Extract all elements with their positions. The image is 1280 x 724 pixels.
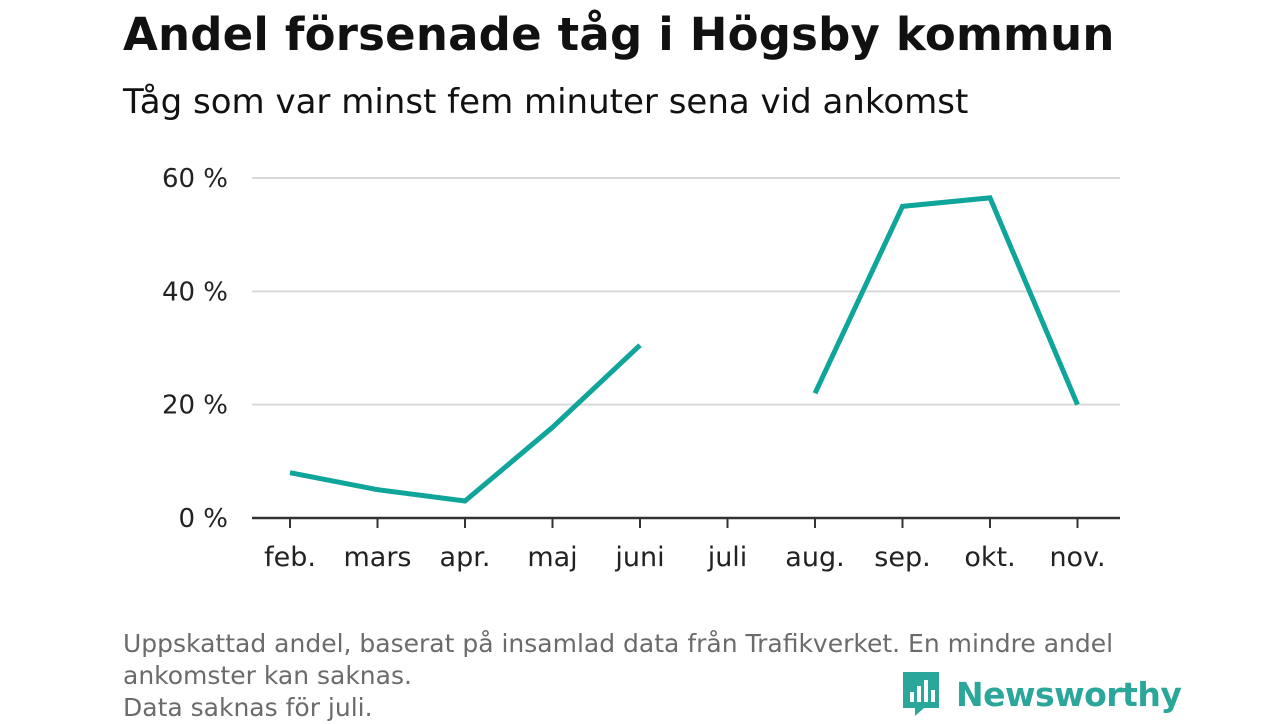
chart-title: Andel försenade tåg i Högsby kommun (123, 8, 1115, 61)
line-layer (289, 195, 1080, 504)
x-tick-label: nov. (1049, 542, 1105, 573)
series-line-segment (812, 195, 1080, 406)
axis-layer: 0 % 20 % 40 % 60 % feb. mars apr. maj juni juli au… (162, 164, 1120, 573)
x-tick-label: mars (343, 542, 411, 573)
y-tick-label: 0 % (178, 504, 228, 534)
newsworthy-logo-icon (903, 672, 939, 716)
footnote: Uppskattad andel, baserat på insamlad da… (123, 628, 1163, 724)
y-tick-label: 60 % (162, 164, 228, 194)
x-tick-label: okt. (964, 542, 1015, 573)
x-tick-label: juli (707, 542, 748, 573)
x-tick-label: maj (527, 542, 577, 573)
brand-name: Newsworthy (956, 674, 1182, 714)
x-tick-label: juni (614, 542, 664, 573)
x-tick-label: feb. (264, 542, 316, 573)
x-tick-label: aug. (785, 542, 844, 573)
x-tick-label: sep. (874, 542, 930, 573)
footnote-line-2: ankomster kan saknas. (123, 661, 412, 690)
footnote-line-1: Uppskattad andel, baserat på insamlad da… (123, 629, 1114, 658)
x-tick-label: apr. (440, 542, 491, 573)
y-tick-label: 40 % (162, 277, 228, 307)
brand-logo: Newsworthy (900, 670, 1182, 718)
series-line-segment (289, 343, 642, 504)
footnote-line-3: Data saknas för juli. (123, 693, 373, 722)
chart-subtitle: Tåg som var minst fem minuter sena vid a… (123, 82, 969, 122)
grid-layer (252, 177, 1120, 406)
y-tick-label: 20 % (162, 391, 228, 421)
